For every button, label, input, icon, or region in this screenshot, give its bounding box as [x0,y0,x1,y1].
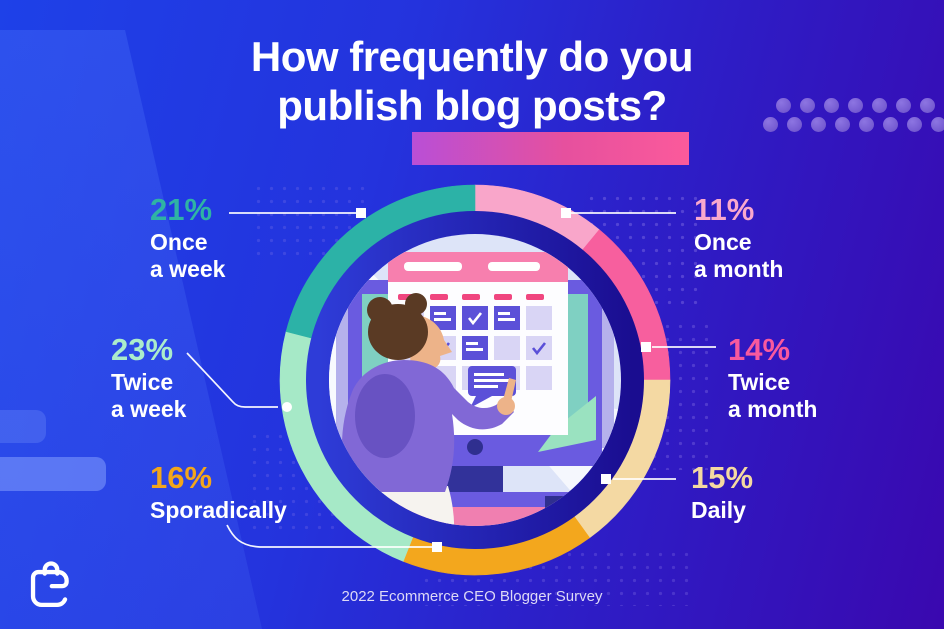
callout-daily: 15% Daily [691,462,753,524]
segment-label: Twice a month [728,369,818,422]
decorative-dots-row-1 [776,98,935,113]
segment-label: Once a week [150,229,226,282]
percent-value: 21% [150,192,213,227]
callout-once-a-week: 21% Once a week [150,194,225,283]
page-title: How frequently do you publish blog posts… [0,32,944,165]
source-credit: 2022 Ecommerce CEO Blogger Survey [341,588,603,605]
title-highlight [412,132,689,165]
callout-twice-a-month: 14% Twice a month [728,334,817,423]
decorative-bar-large [0,457,106,491]
percent-value: 16% [150,460,213,495]
title-line-2: publish blog posts? [277,82,667,129]
percent-value: 23% [111,332,174,367]
percent-value: 14% [728,332,791,367]
shopping-bag-icon [30,561,69,608]
percent-value: 15% [691,460,754,495]
monitor-stand [447,466,503,492]
percent-value: 11% [694,192,755,227]
donut-segments [279,184,671,576]
segment-label: Once a month [694,229,784,282]
callout-twice-a-week: 23% Twice a week [111,334,186,423]
segment-label: Twice a week [111,369,187,422]
segment-label: Daily [691,497,746,523]
decorative-bar-small [0,410,46,443]
callout-once-a-month: 11% Once a month [694,194,783,283]
callout-sporadically: 16% Sporadically [150,462,287,524]
segment-label: Sporadically [150,497,287,523]
title-line-1: How frequently do you [250,33,694,80]
decorative-dots-row-2 [763,117,944,132]
donut-inner-ring [306,211,644,549]
callout-lines [186,208,716,552]
